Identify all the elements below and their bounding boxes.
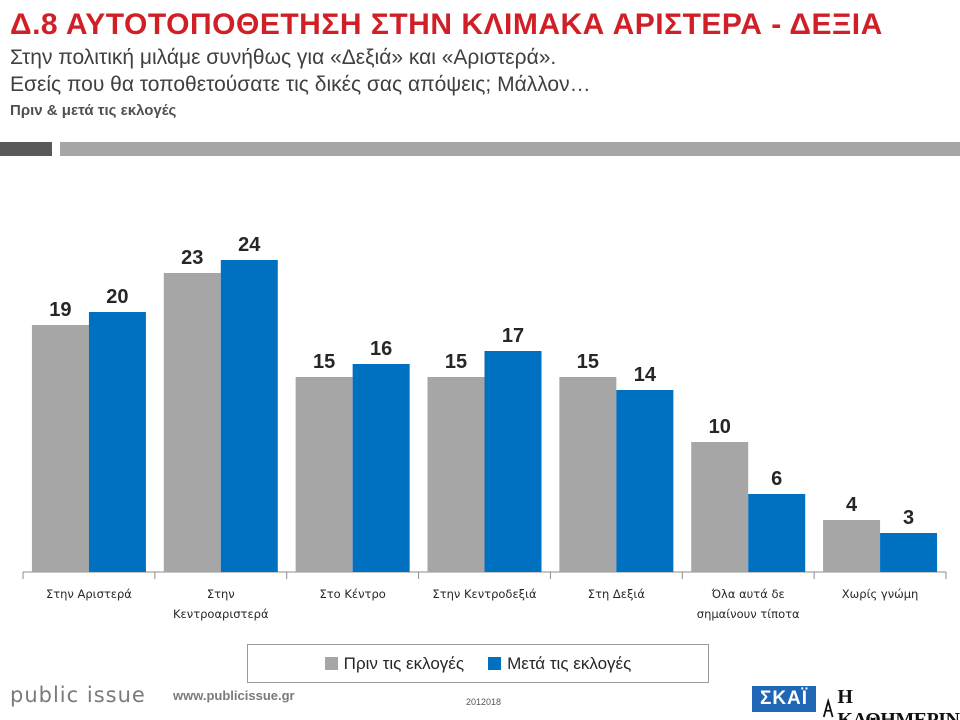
- header: Δ.8 ΑΥΤΟΤΟΠΟΘΕΤΗΣΗ ΣΤΗΝ ΚΛΙΜΑΚΑ ΑΡΙΣΤΕΡΑ…: [10, 6, 950, 122]
- data-label: 17: [502, 325, 524, 347]
- data-label: 19: [49, 299, 71, 321]
- category-label: Στη Δεξιά: [588, 587, 646, 601]
- bar-after: [616, 390, 674, 572]
- bar-after: [748, 494, 806, 572]
- legend-label-before: Πριν τις εκλογές: [343, 653, 465, 673]
- category-label: Στο Κέντρο: [319, 587, 385, 601]
- subtitle-line-2: Εσείς που θα τοποθετούσατε τις δικές σας…: [10, 73, 591, 96]
- data-label: 23: [181, 247, 203, 269]
- bar-before: [691, 442, 749, 572]
- bar-after: [352, 364, 410, 572]
- title-text: ΑΥΤΟΤΟΠΟΘΕΤΗΣΗ ΣΤΗΝ ΚΛΙΜΑΚΑ ΑΡΙΣΤΕΡΑ - Δ…: [65, 8, 883, 41]
- data-label: 15: [445, 351, 467, 373]
- kathimerini-text: Η ΚΑΘΗΜΕΡΙΝΗ: [837, 686, 960, 720]
- data-label: 10: [709, 416, 731, 438]
- divider-dark: [0, 142, 52, 156]
- data-label: 3: [903, 507, 914, 529]
- bar-before: [559, 377, 617, 572]
- legend-swatch-before: [324, 657, 338, 670]
- website-url: www.publicissue.gr: [173, 688, 295, 703]
- category-label: Στην Κεντροδεξιά: [432, 587, 537, 601]
- category-label: Χωρίς γνώμη: [842, 587, 919, 601]
- bar-before: [823, 520, 881, 572]
- timeframe-note: Πριν & μετά τις εκλογές: [10, 102, 177, 119]
- legend-item-after: Μετά τις εκλογές: [488, 654, 631, 674]
- category-label: σημαίνουν τίποτα: [697, 607, 800, 621]
- chart-legend: Πριν τις εκλογές Μετά τις εκλογές: [247, 644, 709, 683]
- bar-chart: 19 20 Στην Αριστερά 23 24 Στην Κεντροαριστερά 1…: [22, 234, 947, 621]
- survey-code: 2012018: [466, 697, 502, 707]
- skai-logo: ΣΚΑΪ: [752, 686, 816, 712]
- bar-after: [880, 533, 938, 572]
- data-label: 15: [577, 351, 599, 373]
- legend-item-before: Πριν τις εκλογές: [324, 653, 465, 674]
- category-label: Στην: [207, 587, 235, 601]
- data-label: 6: [771, 468, 782, 490]
- category-label: Κεντροαριστερά: [173, 607, 269, 621]
- public-issue-logo: public issue: [10, 683, 146, 707]
- data-label: 16: [370, 338, 392, 360]
- bar-before: [295, 377, 353, 572]
- bar-after: [88, 312, 146, 572]
- kathimerini-emblem-icon: [822, 698, 834, 718]
- bar-before: [427, 377, 485, 572]
- divider-light: [60, 142, 960, 156]
- data-label: 15: [313, 351, 335, 373]
- page-title: Δ.8 ΑΥΤΟΤΟΠΟΘΕΤΗΣΗ ΣΤΗΝ ΚΛΙΜΑΚΑ ΑΡΙΣΤΕΡΑ…: [10, 6, 950, 44]
- bar-before: [31, 325, 89, 572]
- question-code: Δ.8: [10, 8, 59, 41]
- legend-label-after: Μετά τις εκλογές: [507, 653, 632, 673]
- kathimerini-logo: Η ΚΑΘΗΜΕΡΙΝΗ: [822, 686, 960, 720]
- bar-before: [163, 273, 221, 572]
- data-label: 4: [846, 494, 858, 516]
- category-label: Όλα αυτά δε: [711, 587, 785, 601]
- category-label: Στην Αριστερά: [46, 587, 132, 601]
- data-label: 24: [238, 234, 261, 256]
- subtitle-line-1: Στην πολιτική μιλάμε συνήθως για «Δεξιά»…: [10, 46, 557, 69]
- data-label: 14: [634, 364, 657, 386]
- bar-after: [484, 351, 542, 572]
- data-label: 20: [106, 286, 128, 308]
- legend-swatch-after: [488, 657, 502, 670]
- bar-after: [220, 260, 278, 572]
